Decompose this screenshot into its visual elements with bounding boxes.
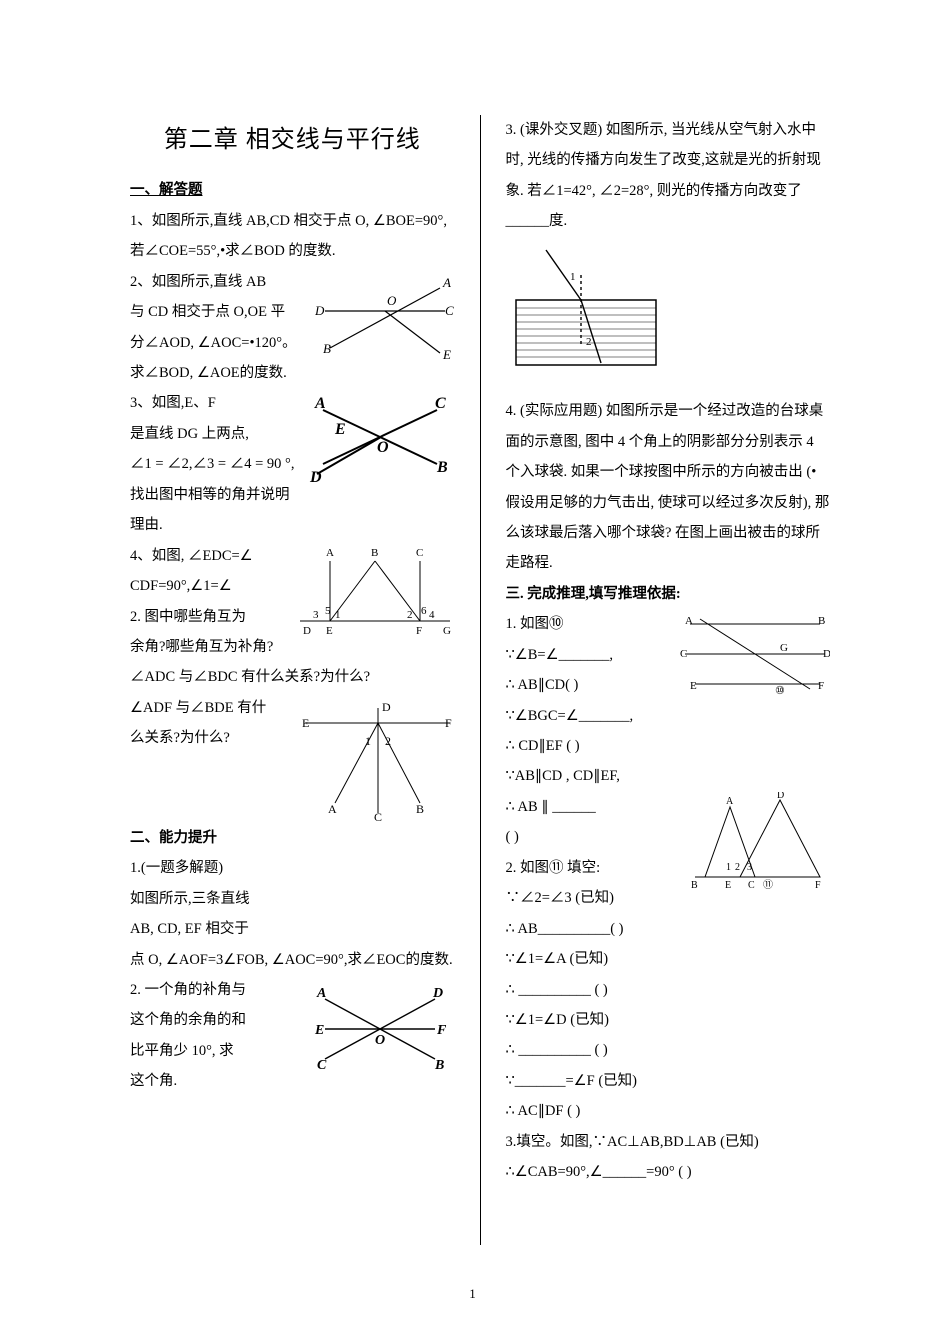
diagram-r1-parallel: A B C D E F G ⑩: [680, 609, 830, 699]
p1-line3: AB, CD, EF 相交于: [130, 914, 455, 944]
svg-text:A: A: [442, 275, 451, 290]
section-1-heading: 一、解答题: [130, 182, 203, 198]
svg-text:O: O: [375, 1033, 385, 1048]
svg-text:1: 1: [726, 862, 731, 873]
svg-text:⑩: ⑩: [775, 685, 785, 697]
svg-text:1: 1: [365, 734, 371, 748]
rq4-text: 4. (实际应用题) 如图所示是一个经过改造的台球桌面的示意图, 图中 4 个角…: [506, 396, 831, 579]
diagram-q4-dc: E F D 12 A B C: [300, 693, 455, 823]
svg-text:2: 2: [735, 862, 740, 873]
svg-text:B: B: [818, 615, 825, 627]
svg-text:A: A: [685, 615, 693, 627]
svg-text:D: D: [303, 625, 311, 637]
svg-text:B: B: [436, 459, 448, 476]
svg-text:⑪: ⑪: [763, 879, 773, 891]
svg-text:6: 6: [421, 605, 427, 617]
svg-text:D: D: [309, 469, 322, 486]
svg-text:F: F: [815, 880, 821, 891]
svg-text:3: 3: [747, 862, 752, 873]
p1-line1: 1.(一题多解题): [130, 853, 455, 883]
p1-line4: 点 O, ∠AOF=3∠FOB, ∠AOC=90°,求∠EOC的度数.: [130, 945, 455, 975]
diagram-p2-star: A D E F C B O: [305, 979, 455, 1079]
svg-text:O: O: [377, 439, 389, 456]
q4-line4: 余角?哪些角互为补角? ∠ADC 与∠BDC 有什么关系?为什么?: [130, 632, 455, 693]
svg-text:1: 1: [335, 609, 341, 621]
svg-text:D: D: [382, 700, 391, 714]
left-column: 第二章 相交线与平行线 一、解答题 1、如图所示,直线 AB,CD 相交于点 O…: [130, 115, 455, 1245]
r2-line9: ∴ AC∥DF ( ): [506, 1096, 831, 1126]
section-3-heading: 三. 完成推理,填写推理依据:: [506, 586, 681, 602]
svg-text:C: C: [680, 648, 687, 660]
column-divider: [480, 115, 481, 1245]
svg-text:5: 5: [325, 605, 331, 617]
svg-text:C: C: [317, 1058, 327, 1073]
svg-text:A: A: [326, 547, 334, 559]
svg-text:4: 4: [429, 609, 435, 621]
diagram-r2-triangle: A D B E C F 123 ⑪: [685, 792, 830, 892]
svg-text:B: B: [416, 802, 424, 816]
svg-text:D: D: [777, 792, 784, 801]
svg-text:F: F: [436, 1023, 447, 1038]
svg-text:D: D: [432, 986, 443, 1001]
svg-text:1: 1: [570, 271, 576, 283]
svg-text:B: B: [434, 1058, 444, 1073]
r2-line6: ∵∠1=∠D (已知): [506, 1005, 831, 1035]
page: 第二章 相交线与平行线 一、解答题 1、如图所示,直线 AB,CD 相交于点 O…: [130, 115, 830, 1245]
svg-text:E: E: [725, 880, 731, 891]
r1-line4: ∵∠BGC=∠_______,: [506, 701, 831, 731]
svg-text:C: C: [435, 395, 446, 412]
svg-text:3: 3: [313, 609, 319, 621]
r2-line3: ∴ AB__________( ): [506, 914, 831, 944]
r3-line1: 3.填空。如图,∵AC⊥AB,BD⊥AB (已知): [506, 1127, 831, 1157]
svg-text:E: E: [314, 1023, 324, 1038]
diagram-q3-lines: A C B D E O: [305, 392, 455, 487]
p1-line2: 如图所示,三条直线: [130, 884, 455, 914]
svg-text:E: E: [690, 680, 697, 692]
svg-text:2: 2: [385, 734, 391, 748]
r1-line6: ∵AB∥CD , CD∥EF,: [506, 761, 831, 791]
svg-text:F: F: [445, 716, 452, 730]
svg-text:A: A: [314, 395, 326, 412]
diagram-q3b-abc: A B C D E F G 351 264: [295, 541, 455, 641]
svg-text:E: E: [302, 716, 309, 730]
r2-line4: ∵∠1=∠A (已知): [506, 944, 831, 974]
svg-text:A: A: [726, 796, 734, 807]
r1-line5: ∴ CD∥EF ( ): [506, 731, 831, 761]
r2-line7: ∴ __________ ( ): [506, 1035, 831, 1065]
svg-text:C: C: [416, 547, 423, 559]
right-column: 3. (课外交叉题) 如图所示, 当光线从空气射入水中时, 光线的传播方向发生了…: [506, 115, 831, 1245]
r2-line5: ∴ __________ ( ): [506, 975, 831, 1005]
rq3-text: 3. (课外交叉题) 如图所示, 当光线从空气射入水中时, 光线的传播方向发生了…: [506, 115, 831, 237]
r3-line2: ∴∠CAB=90°,∠______=90° ( ): [506, 1157, 831, 1187]
q1-text: 1、如图所示,直线 AB,CD 相交于点 O, ∠BOE=90°,若∠COE=5…: [130, 206, 455, 267]
svg-text:2: 2: [586, 336, 592, 348]
svg-text:E: E: [442, 347, 451, 362]
diagram-refraction: 1 2: [506, 245, 666, 375]
svg-text:B: B: [691, 880, 698, 891]
svg-text:B: B: [323, 341, 331, 356]
svg-text:C: C: [445, 303, 454, 318]
page-number: 1: [469, 1286, 476, 1302]
chapter-title: 第二章 相交线与平行线: [130, 115, 455, 165]
svg-text:G: G: [780, 642, 788, 654]
svg-text:F: F: [416, 625, 422, 637]
svg-text:G: G: [443, 625, 451, 637]
svg-text:A: A: [328, 802, 337, 816]
svg-text:E: E: [334, 421, 346, 438]
section-2-heading: 二、能力提升: [130, 830, 217, 846]
svg-text:D: D: [823, 648, 830, 660]
svg-text:F: F: [818, 680, 824, 692]
svg-text:C: C: [374, 810, 382, 823]
svg-text:D: D: [315, 303, 325, 318]
svg-text:C: C: [748, 880, 755, 891]
svg-text:O: O: [387, 293, 397, 308]
svg-text:2: 2: [407, 609, 413, 621]
diagram-q2-lines: A B C D O E: [315, 273, 455, 363]
svg-text:E: E: [326, 625, 333, 637]
r2-line8: ∵_______=∠F (已知): [506, 1066, 831, 1096]
svg-text:B: B: [371, 547, 378, 559]
svg-text:A: A: [316, 986, 326, 1001]
